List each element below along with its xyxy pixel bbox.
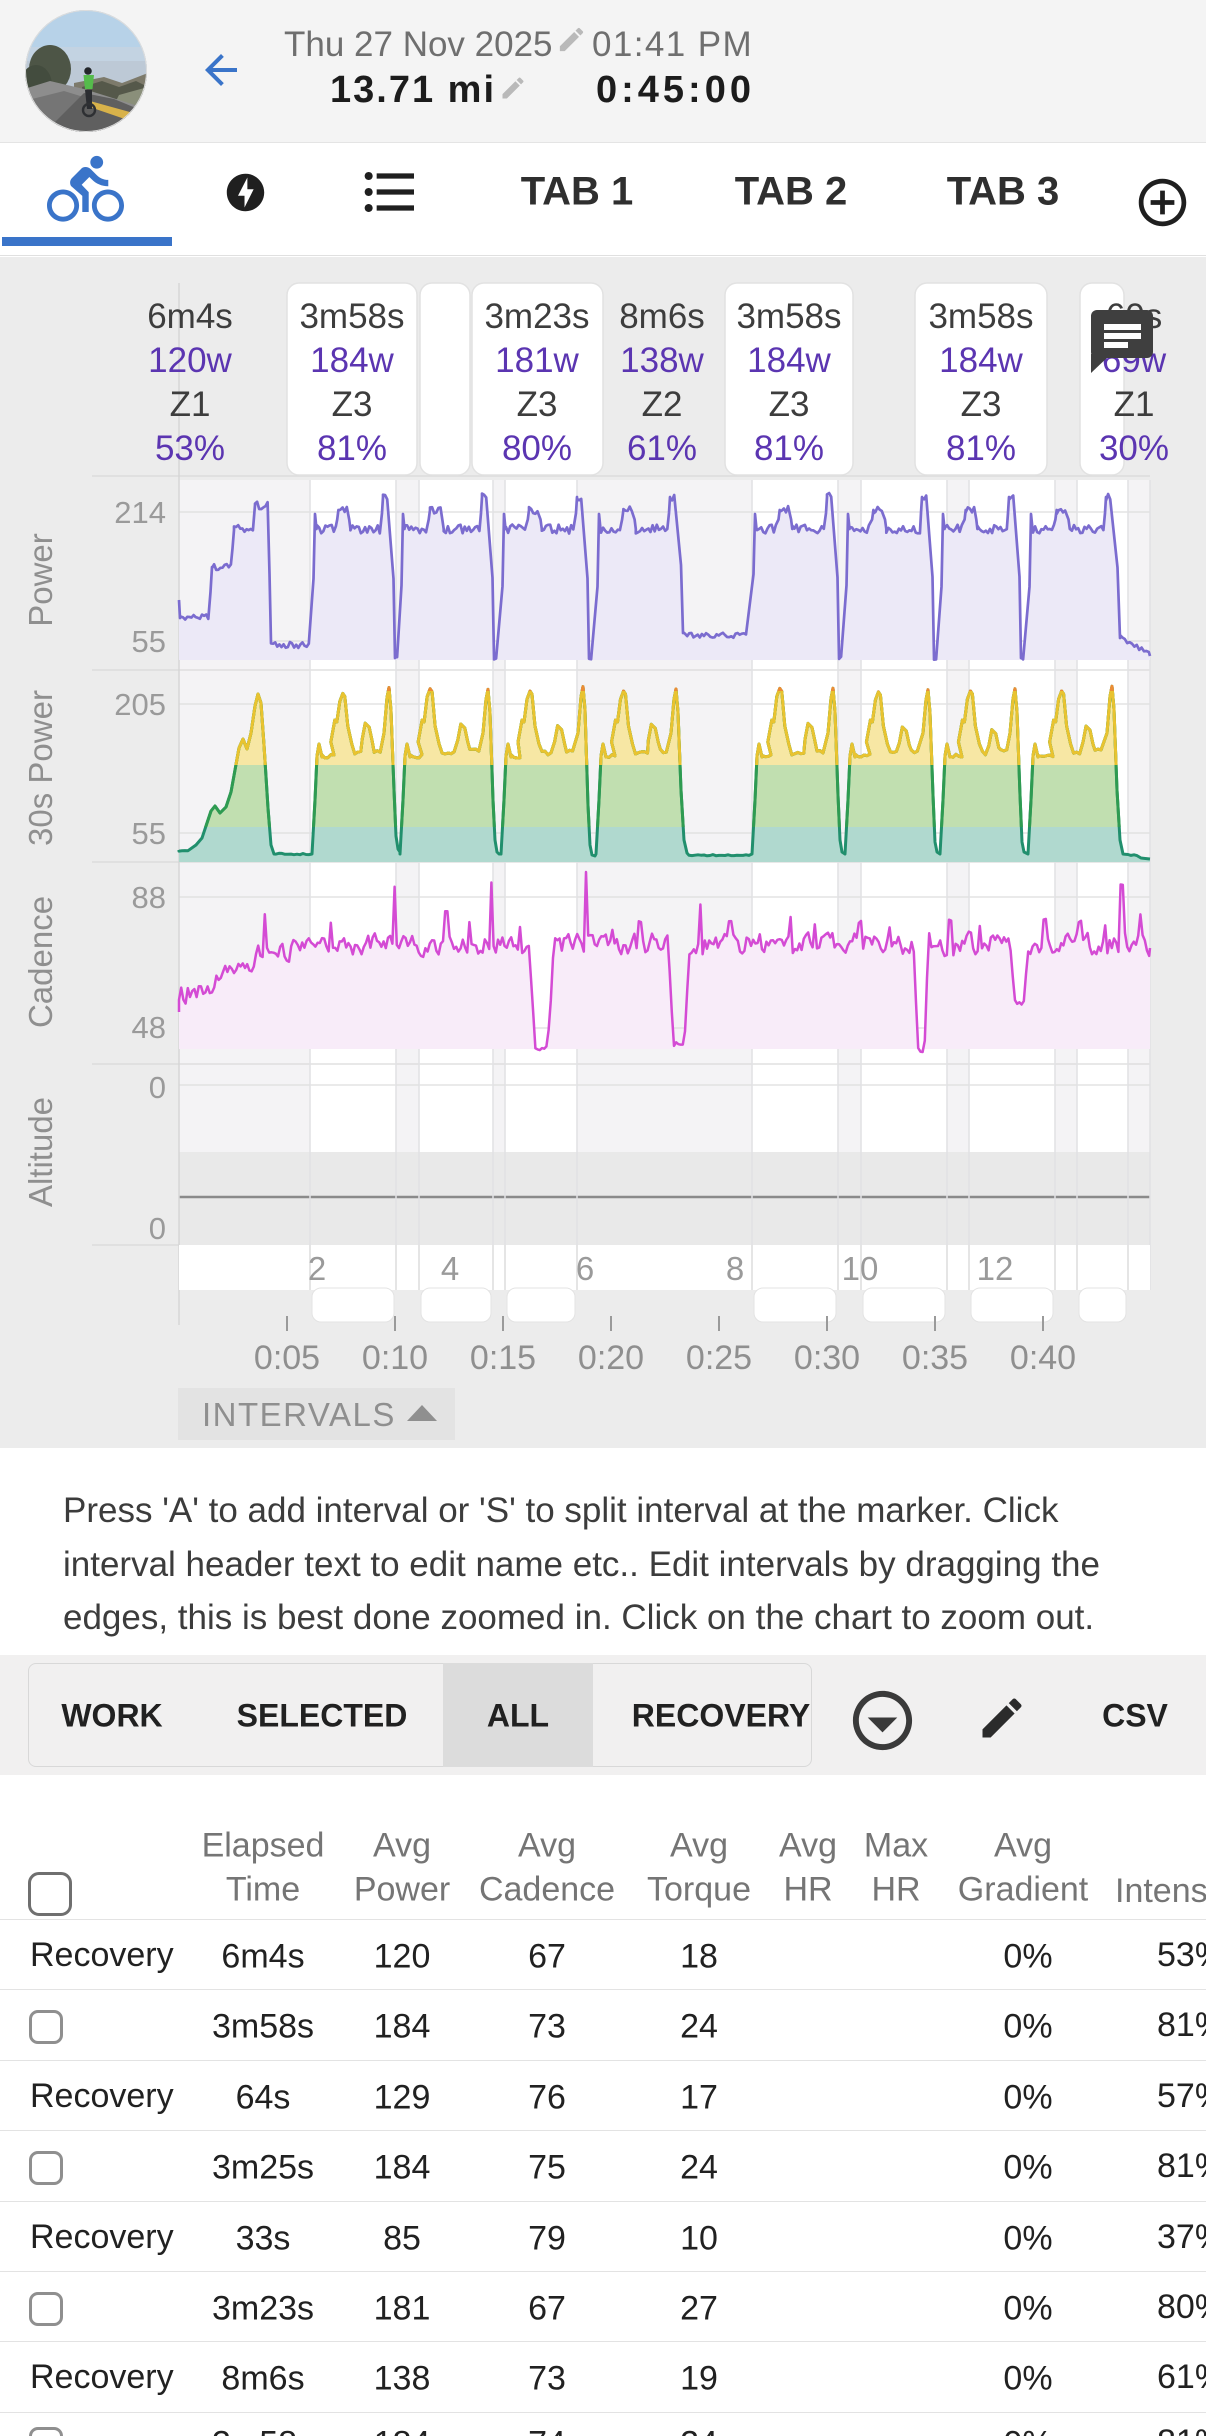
svg-text:0:40: 0:40 [1010,1339,1076,1377]
svg-text:30s Power: 30s Power [22,690,59,846]
svg-text:184w: 184w [747,341,831,380]
svg-text:61%: 61% [627,429,697,468]
svg-text:205: 205 [114,687,166,722]
svg-text:120w: 120w [148,341,232,380]
svg-text:Z3: Z3 [961,385,1002,424]
svg-text:184w: 184w [939,341,1023,380]
svg-text:184w: 184w [310,341,394,380]
svg-text:0:10: 0:10 [362,1339,428,1377]
svg-text:55: 55 [132,624,166,659]
svg-text:3m58s: 3m58s [299,297,404,336]
svg-text:Z3: Z3 [769,385,810,424]
svg-text:Z1: Z1 [1114,385,1155,424]
svg-text:12: 12 [977,1250,1014,1287]
svg-text:8: 8 [726,1250,744,1287]
svg-text:181w: 181w [495,341,579,380]
svg-text:0:20: 0:20 [578,1339,644,1377]
svg-text:Altitude: Altitude [22,1097,59,1207]
svg-text:6: 6 [576,1250,594,1287]
svg-text:Z2: Z2 [642,385,683,424]
svg-text:8m6s: 8m6s [619,297,705,336]
svg-text:81%: 81% [946,429,1016,468]
svg-text:88: 88 [132,880,166,915]
svg-text:80%: 80% [502,429,572,468]
svg-text:138w: 138w [620,341,704,380]
svg-text:10: 10 [842,1250,879,1287]
svg-text:214: 214 [114,495,166,530]
svg-text:Z1: Z1 [170,385,211,424]
svg-text:6m4s: 6m4s [147,297,233,336]
svg-text:0:05: 0:05 [254,1339,320,1377]
svg-text:INTERVALS: INTERVALS [202,1396,396,1433]
svg-text:4: 4 [441,1250,459,1287]
svg-text:0:35: 0:35 [902,1339,968,1377]
svg-text:48: 48 [132,1010,166,1045]
svg-text:0:30: 0:30 [794,1339,860,1377]
svg-text:3m58s: 3m58s [736,297,841,336]
svg-text:53%: 53% [155,429,225,468]
svg-text:Z3: Z3 [332,385,373,424]
svg-text:3m58s: 3m58s [928,297,1033,336]
svg-text:2: 2 [308,1250,326,1287]
svg-text:0: 0 [149,1070,166,1105]
svg-text:81%: 81% [754,429,824,468]
svg-text:Cadence: Cadence [22,896,59,1028]
svg-text:3m23s: 3m23s [484,297,589,336]
svg-text:0: 0 [149,1211,166,1246]
svg-text:81%: 81% [317,429,387,468]
svg-text:0:25: 0:25 [686,1339,752,1377]
svg-text:55: 55 [132,816,166,851]
svg-text:Z3: Z3 [517,385,558,424]
svg-text:30%: 30% [1099,429,1169,468]
svg-text:0:15: 0:15 [470,1339,536,1377]
svg-text:Power: Power [22,533,59,627]
